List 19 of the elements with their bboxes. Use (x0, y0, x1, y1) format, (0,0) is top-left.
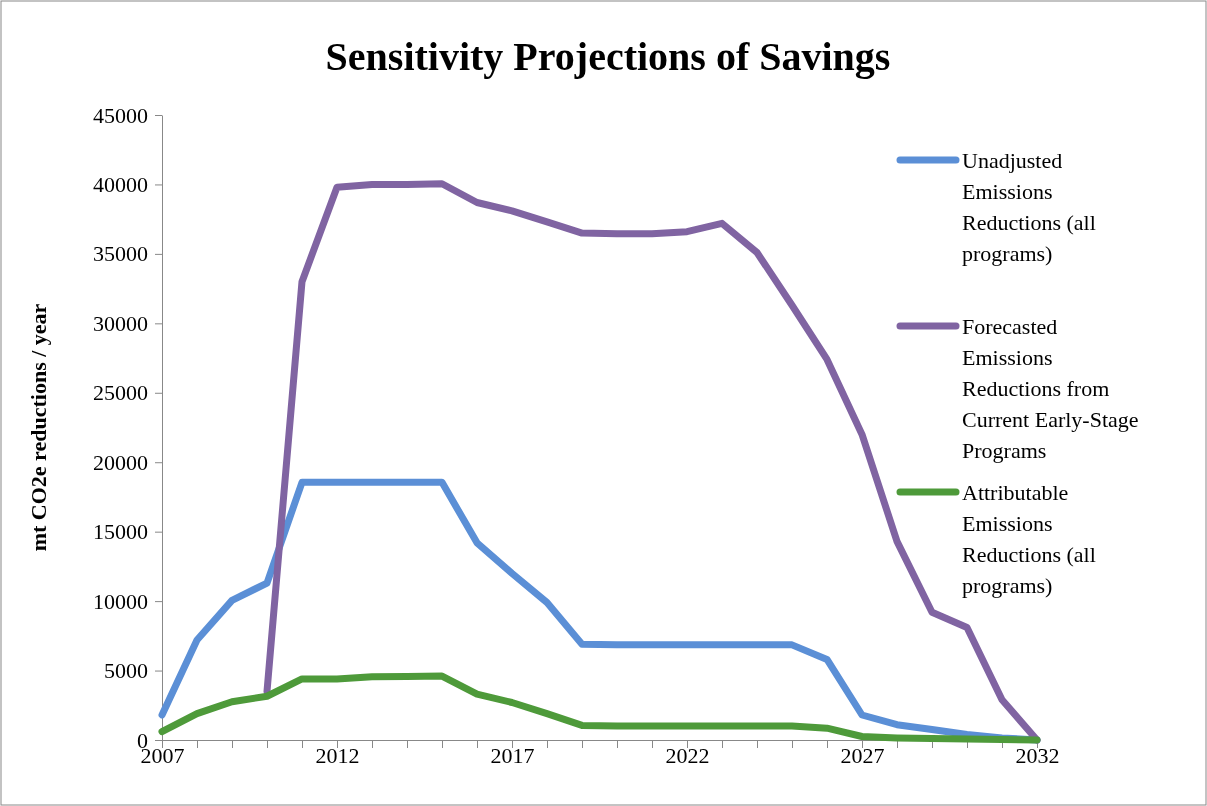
y-tick-label: 20000 (93, 449, 148, 475)
legend-label: Unadjusted Emissions Reductions (all programs) (962, 148, 1096, 266)
y-tick-label: 10000 (93, 588, 148, 614)
legend-label: Attributable Emissions Reductions (all programs) (962, 480, 1096, 598)
y-tick-label: 5000 (104, 658, 148, 684)
y-tick-label: 15000 (93, 519, 148, 545)
y-tick-label: 25000 (93, 380, 148, 406)
x-tick-label: 2017 (490, 743, 535, 768)
legend-label: Forecasted Emissions Reductions from Current Early-Stage Programs (962, 314, 1139, 463)
y-axis-title: mt CO2e reductions / year (26, 303, 51, 552)
x-tick-label: 2012 (315, 743, 360, 768)
y-tick-label: 35000 (93, 241, 148, 267)
x-tick-label: 2032 (1015, 743, 1060, 768)
x-tick-label: 2022 (665, 743, 710, 768)
y-tick-label: 30000 (93, 310, 148, 336)
y-tick-label: 45000 (93, 102, 148, 128)
x-tick-label: 2027 (840, 743, 885, 768)
y-tick-label: 40000 (93, 171, 148, 197)
chart-title: Sensitivity Projections of Savings (325, 34, 891, 79)
